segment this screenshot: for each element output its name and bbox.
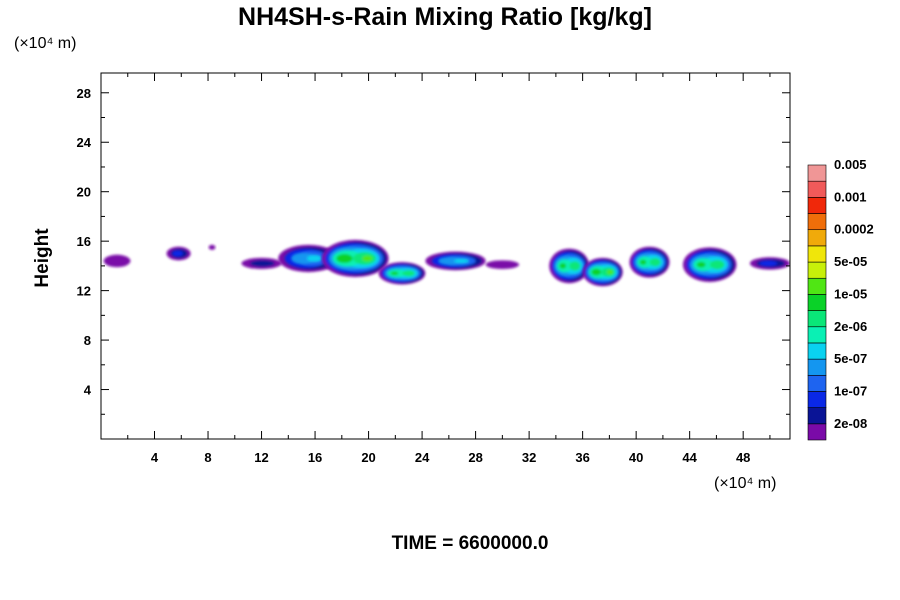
colorbar-label: 1e-07 (834, 383, 867, 398)
x-tick-label: 12 (254, 450, 268, 465)
cloud-cluster (321, 239, 389, 278)
colorbar-label: 0.005 (834, 157, 867, 172)
colorbar-label: 2e-08 (834, 416, 867, 431)
cloud-cluster (103, 254, 131, 268)
colorbar-cell (807, 374, 827, 392)
colorbar-cell (807, 245, 827, 263)
cloud-contour-level (103, 254, 131, 268)
y-tick-label: 4 (84, 383, 92, 398)
cloud-contour-level (569, 261, 581, 271)
plot-frame (100, 72, 791, 440)
cloud-cluster (208, 244, 216, 250)
colorbar-label: 5e-07 (834, 351, 867, 366)
colorbar-cell (807, 180, 827, 198)
x-tick-label: 8 (204, 450, 211, 465)
colorbar-cell (807, 407, 827, 425)
chart-title: NH4SH-s-Rain Mixing Ratio [kg/kg] (238, 3, 652, 31)
cloud-contour-level (696, 261, 706, 268)
cloud-contour-level (336, 253, 353, 264)
colorbar-cell (807, 213, 827, 231)
cloud-cluster (485, 260, 520, 269)
x-tick-label: 4 (151, 450, 159, 465)
cloud-cluster (378, 262, 426, 285)
y-tick-label: 12 (77, 284, 91, 299)
cloud-contour-level (454, 258, 469, 264)
x-tick-label: 24 (415, 450, 430, 465)
cloud-contour-level (208, 244, 216, 250)
cloud-cluster (749, 257, 790, 270)
cloud-contour-level (759, 260, 778, 267)
colorbar-label: 0.0002 (834, 222, 874, 237)
cloud-cluster (682, 247, 737, 282)
cloud-contour-level (402, 270, 415, 277)
x-tick-label: 16 (308, 450, 322, 465)
colorbar-label: 5e-05 (834, 254, 867, 269)
y-tick-label: 20 (77, 185, 91, 200)
colorbar-cell (807, 391, 827, 408)
cloud-contour-level (172, 250, 183, 257)
cloud-cluster (278, 244, 339, 273)
cloud-contour-level (249, 259, 275, 267)
y-tick-label: 8 (84, 333, 91, 348)
colorbar-label: 2e-06 (834, 319, 867, 334)
colorbar: 2e-08 1e-07 5e-07 2e-06 1e-05 5e-05 0.0002 0.00… (807, 157, 874, 441)
x-tick-label: 36 (575, 450, 589, 465)
cloud-contour-level (639, 259, 647, 265)
x-tick-label: 40 (629, 450, 643, 465)
cloud-contour-level (291, 253, 316, 264)
colorbar-cell (807, 310, 827, 328)
y-tick-label: 16 (77, 234, 91, 249)
colorbar-cell (807, 164, 827, 182)
y-tick-label: 24 (77, 135, 92, 150)
colorbar-cell (807, 342, 827, 360)
colorbar-cell (807, 326, 827, 344)
cloud-contour-level (606, 269, 613, 275)
colorbar-cell (807, 423, 827, 441)
y-axis-label: Height (32, 228, 53, 288)
colorbar-cell (807, 358, 827, 376)
y-axis: 4 8 12 16 20 24 28 (77, 86, 790, 415)
x-tick-label: 28 (468, 450, 482, 465)
cloud-contour-level (307, 255, 322, 262)
cloud-contour-level (485, 260, 520, 269)
cloud-contour-level (649, 257, 661, 267)
cloud-cluster (166, 246, 191, 261)
time-label: TIME = 6600000.0 (392, 533, 549, 554)
cloud-cluster (629, 246, 670, 278)
cloud-cluster (549, 248, 590, 284)
y-axis-unit-label: (×10⁴ m) (14, 35, 76, 52)
colorbar-label: 1e-05 (834, 286, 867, 301)
cloud-contour-level (438, 257, 463, 265)
cloud-contour-level (362, 255, 373, 262)
cloud-contour-level (591, 268, 602, 276)
plot-area (103, 239, 790, 287)
x-axis: 4 8 12 16 20 24 28 32 36 40 44 48 (127, 73, 771, 465)
cloud-cluster (425, 251, 486, 271)
colorbar-label: 0.001 (834, 189, 867, 204)
cloud-cluster (582, 257, 623, 287)
colorbar-cell (807, 229, 827, 247)
cloud-contour-level (709, 259, 725, 270)
colorbar-cell (807, 294, 827, 311)
x-tick-label: 44 (682, 450, 697, 465)
colorbar-cell (807, 261, 827, 279)
colorbar-cell (807, 197, 827, 214)
y-tick-label: 28 (77, 86, 91, 101)
cloud-contour-level (390, 271, 399, 276)
x-tick-label: 20 (361, 450, 375, 465)
x-axis-unit-label: (×10⁴ m) (714, 475, 776, 492)
x-tick-label: 48 (736, 450, 750, 465)
cloud-cluster (241, 257, 282, 269)
colorbar-cell (807, 277, 827, 295)
cloud-contour-level (559, 263, 567, 269)
x-tick-label: 32 (522, 450, 536, 465)
